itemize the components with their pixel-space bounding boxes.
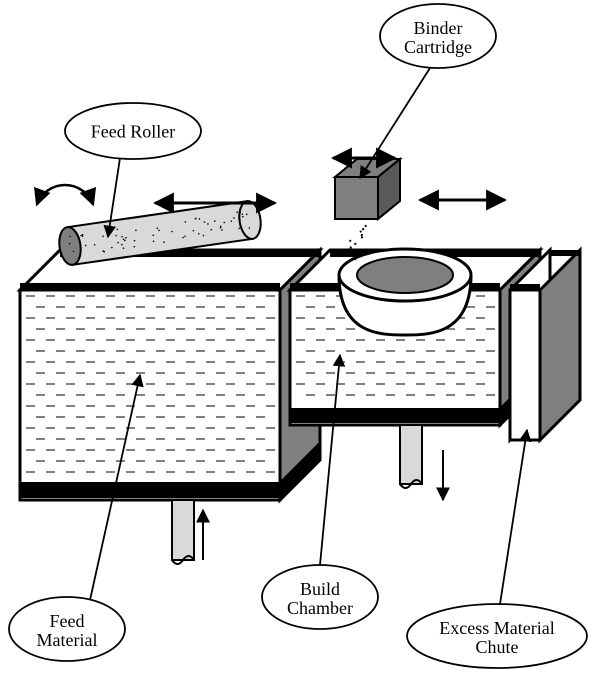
svg-text:Chute: Chute (476, 637, 519, 657)
svg-text:Cartridge: Cartridge (404, 37, 472, 57)
svg-text:Feed: Feed (50, 611, 85, 631)
svg-text:Binder: Binder (414, 18, 463, 38)
label-excess_chute: Excess MaterialChute (407, 430, 587, 668)
svg-text:Excess Material: Excess Material (439, 618, 554, 638)
excess-chute (510, 250, 580, 440)
diagram-root: BinderCartridge Feed Roller BuildChamber Fe… (0, 0, 600, 674)
svg-text:Feed Roller: Feed Roller (91, 121, 175, 141)
svg-text:Chamber: Chamber (287, 598, 353, 618)
printed-bowl (339, 249, 471, 335)
feed-chamber (20, 250, 320, 564)
svg-text:Material: Material (37, 630, 98, 650)
svg-text:Build: Build (300, 579, 340, 599)
binder-cartridge (335, 159, 400, 260)
label-binder_cartridge: BinderCartridge (360, 4, 496, 178)
